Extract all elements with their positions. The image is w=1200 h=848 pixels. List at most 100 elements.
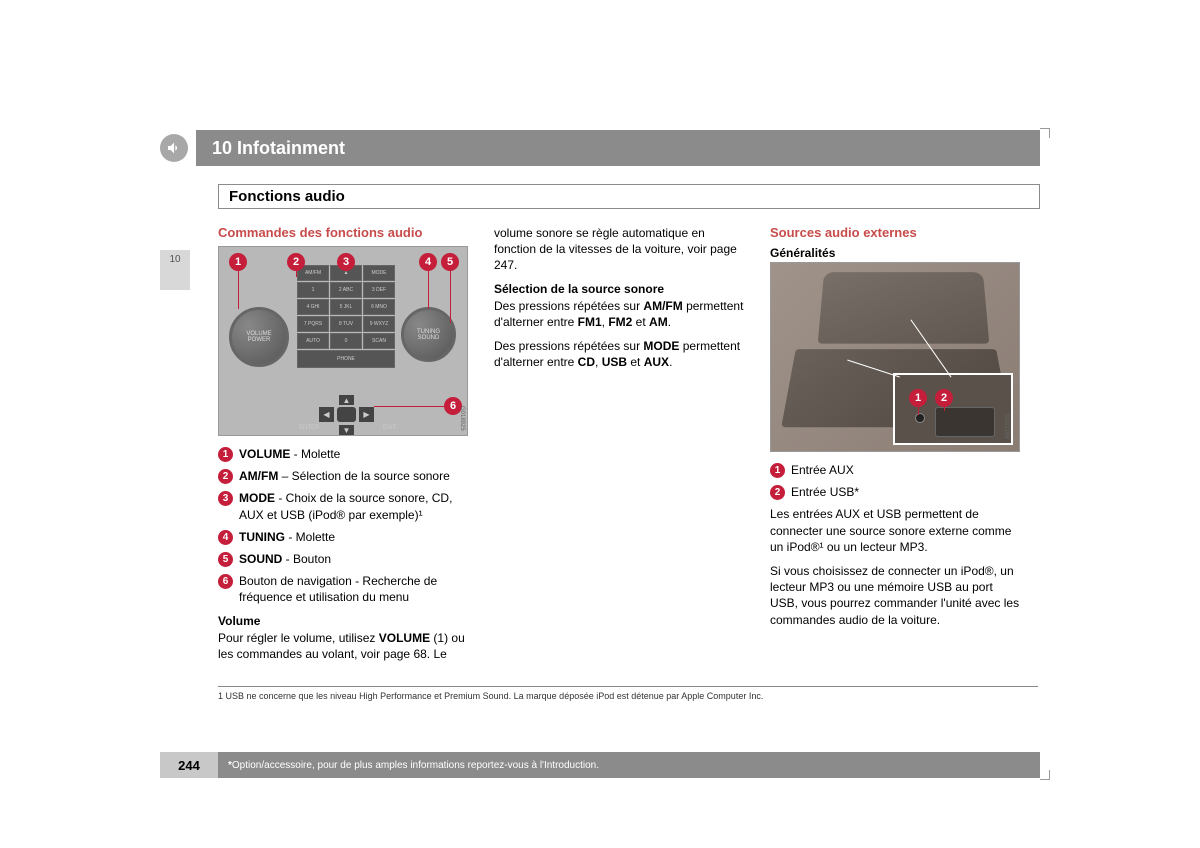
callout-line [944, 407, 945, 411]
btn-mode: MODE [363, 265, 395, 281]
legend-text: TUNING - Molette [239, 529, 335, 545]
legend-item: 1 VOLUME - Molette [218, 446, 468, 462]
nav-center [337, 407, 356, 422]
volume-para: Pour régler le volume, utilisez VOLUME (… [218, 630, 468, 662]
figure-code: G018925 [459, 406, 465, 431]
column-1: Commandes des fonctions audio VOLUME POW… [218, 225, 468, 670]
legend-item: 3 MODE - Choix de la source sonore, CD, … [218, 490, 468, 522]
figure-external-sources: 1 2 G021298 [770, 262, 1020, 452]
col2-p2: Des pressions répétées sur MODE permette… [494, 338, 744, 370]
footnote: 1 USB ne concerne que les niveau High Pe… [218, 691, 1040, 701]
section-title: Fonctions audio [218, 184, 1040, 209]
btn-6: 6 MNO [363, 299, 395, 315]
aux-port-icon [915, 413, 925, 423]
crop-mark-icon [1040, 128, 1050, 138]
btn-5: 5 JKL [330, 299, 362, 315]
callout-line [238, 271, 239, 309]
btn-2: 2 ABC [330, 282, 362, 298]
legend-num: 1 [770, 463, 785, 478]
callout-1: 1 [909, 389, 927, 407]
legend-text: SOUND - Bouton [239, 551, 331, 567]
footnote-rule [218, 686, 1038, 687]
btn-scan: SCAN [363, 333, 395, 349]
legend-item: 5 SOUND - Bouton [218, 551, 468, 567]
callout-line [374, 406, 444, 407]
legend-item: 6 Bouton de navigation - Recherche de fr… [218, 573, 468, 605]
chapter-header: 10 Infotainment [160, 130, 1040, 166]
column-2: volume sonore se règle automatique en fo… [494, 225, 744, 670]
legend-item: 1 Entrée AUX [770, 462, 1020, 478]
callout-2: 2 [287, 253, 305, 271]
btn-phone: PHONE [297, 350, 395, 368]
knob-sub: SOUND [418, 335, 440, 341]
callout-line [450, 271, 451, 323]
usb-tray-icon [935, 407, 995, 437]
legend-num: 2 [770, 485, 785, 500]
callout-line [296, 271, 297, 277]
col3-p1: Les entrées AUX et USB permettent de con… [770, 506, 1020, 555]
legend-num: 4 [218, 530, 233, 545]
btn-3: 3 DEF [363, 282, 395, 298]
legend-text: Entrée AUX [791, 462, 854, 478]
legend-text: Entrée USB* [791, 484, 859, 500]
legend-item: 4 TUNING - Molette [218, 529, 468, 545]
nav-right-icon: ▶ [359, 407, 374, 422]
column-3: Sources audio externes Généralités 1 2 G… [770, 225, 1020, 670]
callout-line [428, 271, 429, 309]
legend-num: 1 [218, 447, 233, 462]
col2-p1: Des pressions répétées sur AM/FM permett… [494, 298, 744, 330]
callout-3: 3 [337, 253, 355, 271]
legend-num: 2 [218, 469, 233, 484]
btn-0: 0 [330, 333, 362, 349]
callout-line [918, 407, 919, 415]
volume-heading: Volume [218, 614, 468, 628]
chapter-bar: 10 Infotainment [196, 130, 1040, 166]
knob-sub: POWER [248, 337, 271, 343]
col3-heading: Sources audio externes [770, 225, 1020, 240]
legend-item: 2 Entrée USB* [770, 484, 1020, 500]
page-number: 244 [160, 752, 218, 778]
inset-panel: 1 2 G021298 [893, 373, 1013, 445]
callout-4: 4 [419, 253, 437, 271]
callout-5: 5 [441, 253, 459, 271]
speaker-icon [160, 134, 188, 162]
page-content: 10 Infotainment Fonctions audio Commande… [160, 130, 1040, 701]
footer-bar: * Option/accessoire, pour de plus amples… [218, 752, 1040, 778]
side-tab: 10 [160, 250, 190, 290]
crop-mark-icon [1040, 770, 1050, 780]
callout-2: 2 [935, 389, 953, 407]
legend-text: MODE - Choix de la source sonore, CD, AU… [239, 490, 468, 522]
exit-label: EXIT [383, 425, 396, 431]
nav-pad: ▲ ◀ ▶ ▼ [319, 395, 374, 435]
chapter-title: 10 Infotainment [212, 138, 345, 159]
col2-h1: Sélection de la source sonore [494, 282, 744, 296]
nav-up-icon: ▲ [339, 395, 354, 405]
nav-down-icon: ▼ [339, 425, 354, 435]
btn-1: 1 [297, 282, 329, 298]
legend-text: AM/FM – Sélection de la source sonore [239, 468, 450, 484]
col3-sub: Généralités [770, 246, 1020, 260]
col2-top-para: volume sonore se règle automatique en fo… [494, 225, 744, 274]
legend-item: 2 AM/FM – Sélection de la source sonore [218, 468, 468, 484]
enter-label: ENTER [299, 425, 319, 431]
btn-4: 4 GHI [297, 299, 329, 315]
armrest [818, 272, 990, 343]
content-columns: Commandes des fonctions audio VOLUME POW… [218, 225, 1040, 670]
legend-num: 3 [218, 491, 233, 506]
legend-text: Bouton de navigation - Recherche de fréq… [239, 573, 468, 605]
btn-9: 9 WXYZ [363, 316, 395, 332]
col1-heading: Commandes des fonctions audio [218, 225, 468, 240]
legend-num: 5 [218, 552, 233, 567]
legend-num: 6 [218, 574, 233, 589]
page-footer: 244 * Option/accessoire, pour de plus am… [160, 752, 1040, 778]
figure-code: G021298 [1003, 414, 1009, 439]
nav-left-icon: ◀ [319, 407, 334, 422]
volume-knob: VOLUME POWER [229, 307, 289, 367]
keypad: AM/FM ▲ MODE 1 2 ABC 3 DEF 4 GHI 5 JKL 6… [297, 265, 395, 368]
tuning-knob: TUNING SOUND [401, 307, 456, 362]
callout-1: 1 [229, 253, 247, 271]
legend-text: VOLUME - Molette [239, 446, 340, 462]
btn-auto: AUTO [297, 333, 329, 349]
col3-p2: Si vous choisissez de connecter un iPod®… [770, 563, 1020, 628]
btn-7: 7 PQRS [297, 316, 329, 332]
